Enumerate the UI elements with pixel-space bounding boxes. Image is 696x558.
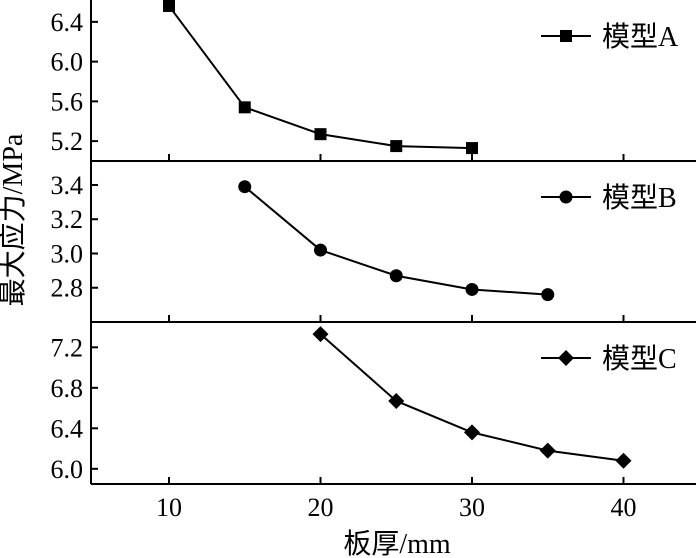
y-tick-label: 3.2 (51, 205, 84, 234)
y-tick-label: 5.6 (51, 87, 84, 116)
data-point (466, 142, 478, 155)
legend-label: 模型B (602, 182, 677, 214)
y-tick-label: 5.2 (51, 127, 84, 156)
y-tick-label: 2.8 (51, 274, 84, 303)
y-tick-label: 6.0 (51, 48, 84, 77)
legend-marker (560, 30, 572, 42)
panel-1: 5.2 5.6 6.0 6.4 模型A (51, 0, 696, 162)
legend-label: 模型A (602, 21, 679, 53)
data-point (238, 101, 251, 114)
data-point (314, 243, 327, 257)
data-point (163, 0, 175, 12)
x-tick-label: 10 (156, 493, 182, 522)
legend-marker (558, 350, 574, 366)
data-point (539, 442, 556, 459)
legend-marker (559, 190, 573, 204)
x-tick-label: 30 (459, 493, 485, 522)
data-point (312, 326, 329, 343)
x-tick-label: 40 (611, 493, 637, 522)
data-point (615, 452, 632, 469)
y-axis-label: 最大应力/MPa (0, 133, 29, 306)
y-tick-label: 3.0 (51, 239, 84, 268)
panel-2: 2.8 3.0 3.2 3.4 模型B (51, 161, 696, 323)
y-tick-label: 6.4 (51, 8, 84, 37)
x-axis: 10 20 30 40 (156, 493, 637, 522)
y-tick-label: 3.4 (51, 171, 84, 200)
data-point (314, 128, 327, 141)
data-point (388, 392, 405, 409)
data-point (238, 180, 252, 194)
data-point (389, 269, 403, 283)
data-point (465, 282, 479, 296)
y-tick-label: 6.4 (51, 414, 84, 443)
data-point (464, 424, 480, 441)
chart-panels: 5.2 5.6 6.0 6.4 模型A 2.8 3.0 3.2 3.4 模型B 6.0 6.4 6.8 7… (51, 0, 696, 485)
legend-label: 模型C (602, 343, 677, 375)
data-point (541, 288, 555, 302)
x-axis-label: 板厚/mm (343, 528, 451, 558)
y-tick-label: 6.8 (51, 374, 84, 403)
series-line-1 (168, 5, 473, 150)
series-line-3 (319, 333, 624, 462)
data-point (390, 140, 403, 153)
y-tick-label: 7.2 (51, 333, 84, 362)
panel-3: 6.0 6.4 6.8 7.2 模型C (51, 322, 696, 485)
y-tick-label: 6.0 (51, 455, 84, 484)
x-tick-label: 20 (308, 493, 334, 522)
